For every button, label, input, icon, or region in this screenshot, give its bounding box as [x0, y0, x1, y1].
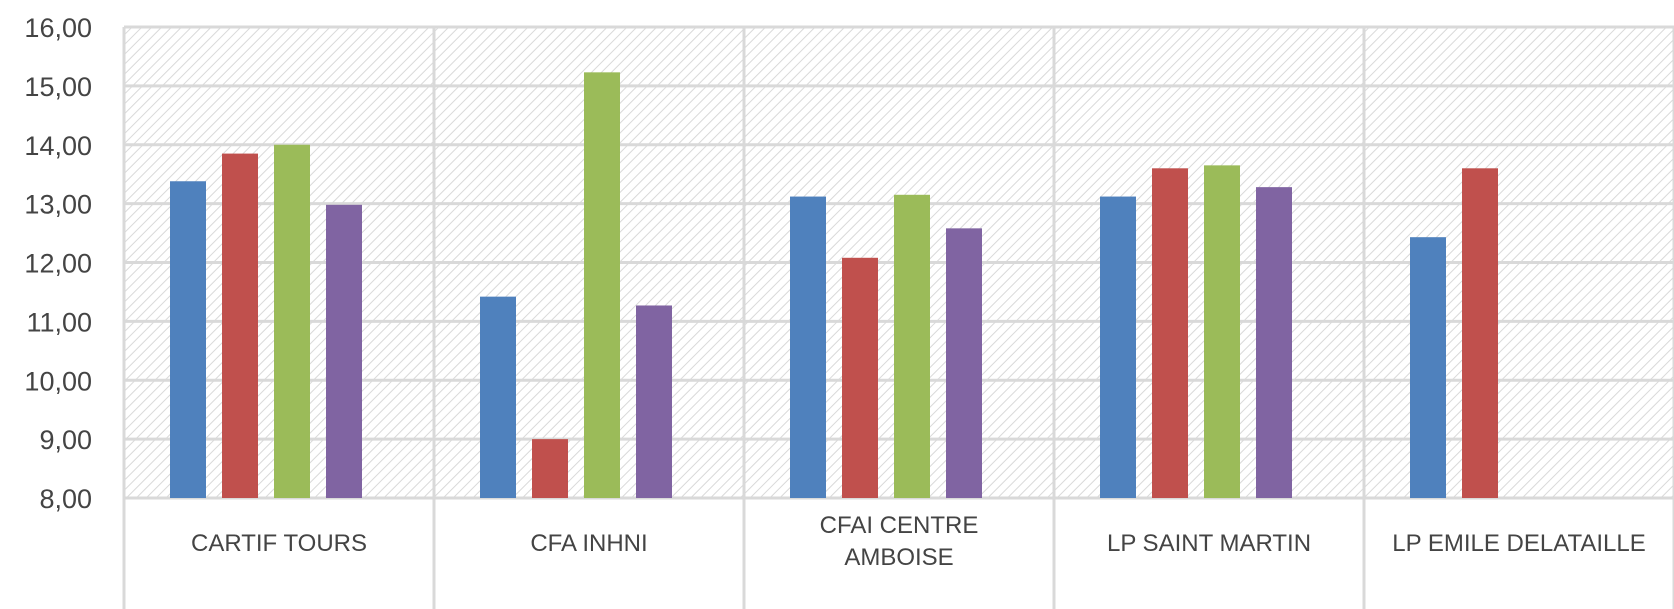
bar — [894, 194, 930, 498]
bar — [532, 439, 568, 498]
y-tick-label: 10,00 — [24, 366, 92, 396]
bar — [1462, 168, 1498, 499]
bar — [170, 181, 206, 498]
bar — [222, 153, 258, 499]
x-category-label: CFAI CENTRE — [820, 512, 979, 539]
x-axis-category-labels: CARTIF TOURS CFA INHNI CFAI CENTRE AMBOISE L… — [191, 512, 1646, 571]
bar — [1204, 165, 1240, 498]
bar — [1256, 187, 1292, 498]
x-category-label: LP SAINT MARTIN — [1107, 530, 1311, 557]
bar — [946, 228, 982, 499]
y-tick-label: 12,00 — [24, 249, 92, 279]
bar — [790, 196, 826, 498]
bar — [584, 72, 620, 499]
bar — [326, 204, 362, 499]
x-category-label: LP EMILE DELATAILLE — [1392, 530, 1645, 557]
y-tick-label: 14,00 — [24, 131, 92, 161]
x-category-label: CARTIF TOURS — [191, 530, 367, 557]
y-tick-label: 9,00 — [39, 425, 92, 455]
y-tick-label: 16,00 — [24, 13, 92, 43]
bar — [480, 296, 516, 498]
bars — [170, 72, 1498, 499]
y-tick-label: 8,00 — [39, 484, 92, 514]
x-category-label: CFA INHNI — [530, 530, 647, 557]
bar — [1152, 168, 1188, 499]
bar — [1410, 237, 1446, 498]
bar — [636, 305, 672, 498]
y-axis-tick-labels: 8,00 9,00 10,00 11,00 12,00 13,00 14,00 15,00 16… — [24, 13, 92, 514]
x-category-label: AMBOISE — [844, 544, 953, 571]
y-tick-label: 11,00 — [26, 307, 92, 337]
bar — [1100, 196, 1136, 498]
bar — [274, 144, 310, 498]
y-tick-label: 13,00 — [24, 190, 92, 220]
bar — [842, 257, 878, 498]
y-tick-label: 15,00 — [24, 72, 92, 102]
